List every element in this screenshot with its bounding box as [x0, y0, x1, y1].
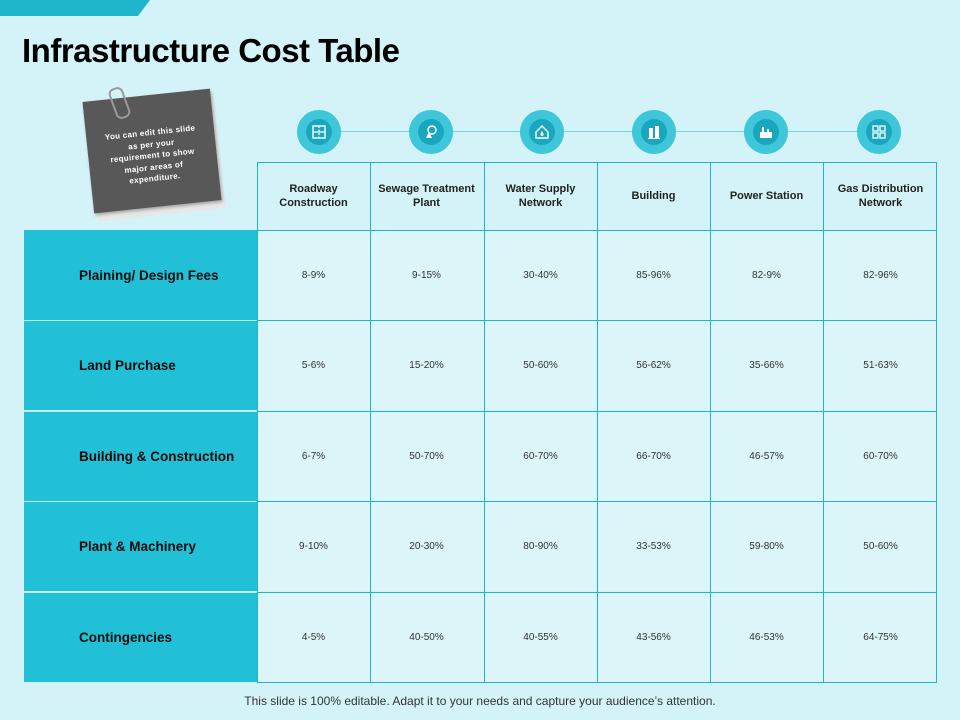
table-cell: 9-10%	[299, 540, 328, 552]
table-cell: 50-70%	[409, 450, 444, 462]
table-cell: 59-80%	[749, 540, 784, 552]
table-cell: 66-70%	[636, 450, 671, 462]
row-label-divider	[24, 501, 257, 502]
table-cell: 82-9%	[752, 269, 781, 281]
table-cell: 80-90%	[523, 540, 558, 552]
table-cell: 5-6%	[301, 359, 326, 371]
table-cell: 35-66%	[749, 359, 784, 371]
row-label-contingencies: Contingencies	[24, 592, 257, 682]
table-cell: 50-60%	[863, 540, 898, 552]
table-cell: 60-70%	[523, 450, 558, 462]
table-cell: 33-53%	[636, 540, 671, 552]
row-label-plant-machinery: Plant & Machinery	[24, 501, 257, 591]
col-header-water-supply: Water Supply Network	[505, 183, 576, 209]
table-cell: 9-15%	[412, 269, 441, 281]
table-cell: 60-70%	[863, 450, 898, 462]
sticky-note-text: You can edit this slide as per your requ…	[104, 123, 196, 186]
table-cell: 56-62%	[636, 359, 671, 371]
col-header-gas-distribution: Gas Distribution Network	[837, 183, 924, 209]
table-cell: 85-96%	[636, 269, 671, 281]
water-supply-icon	[520, 110, 564, 154]
sewage-plant-icon	[409, 110, 453, 154]
row-label-design-fees: Plaining/ Design Fees	[24, 230, 257, 320]
row-label-land-purchase: Land Purchase	[24, 320, 257, 410]
table-cell: 51-63%	[863, 359, 898, 371]
col-header-sewage: Sewage Treatment Plant	[378, 183, 475, 209]
grid-line	[936, 162, 937, 683]
footer-caption: This slide is 100% editable. Adapt it to…	[244, 694, 716, 708]
table-cell: 46-53%	[749, 631, 784, 643]
table-cell: 50-60%	[523, 359, 558, 371]
power-station-icon	[744, 110, 788, 154]
row-label-divider	[24, 592, 257, 593]
road-icon	[297, 110, 341, 154]
table-cell: 20-30%	[409, 540, 444, 552]
col-header-building: Building	[631, 190, 676, 202]
grid-line	[710, 162, 711, 683]
gas-network-icon	[857, 110, 901, 154]
col-header-roadway: Roadway Construction	[279, 183, 348, 209]
row-label-building-construction: Building & Construction	[24, 411, 257, 501]
col-header-power-station: Power Station	[729, 190, 804, 202]
grid-line	[823, 162, 824, 683]
grid-line	[484, 162, 485, 683]
table-cell: 40-50%	[409, 631, 444, 643]
table-cell: 4-5%	[301, 631, 326, 643]
table-cell: 40-55%	[523, 631, 558, 643]
grid-line	[257, 162, 258, 683]
table-cell: 43-56%	[636, 631, 671, 643]
sticky-note: You can edit this slide as per your requ…	[82, 85, 226, 222]
table-cell: 6-7%	[301, 450, 326, 462]
page-title: Infrastructure Cost Table	[22, 32, 400, 69]
grid-line	[597, 162, 598, 683]
row-label-divider	[24, 320, 257, 321]
table-cell: 64-75%	[863, 631, 898, 643]
table-cell: 15-20%	[409, 359, 444, 371]
grid-line	[370, 162, 371, 683]
table-cell: 30-40%	[523, 269, 558, 281]
top-accent-band	[0, 0, 150, 16]
sticky-note-paper: You can edit this slide as per your requ…	[82, 88, 222, 214]
row-label-divider	[24, 411, 257, 412]
table-cell: 82-96%	[863, 269, 898, 281]
building-icon	[632, 110, 676, 154]
icon-connector-line	[318, 131, 878, 132]
table-cell: 46-57%	[749, 450, 784, 462]
table-cell: 8-9%	[301, 269, 326, 281]
